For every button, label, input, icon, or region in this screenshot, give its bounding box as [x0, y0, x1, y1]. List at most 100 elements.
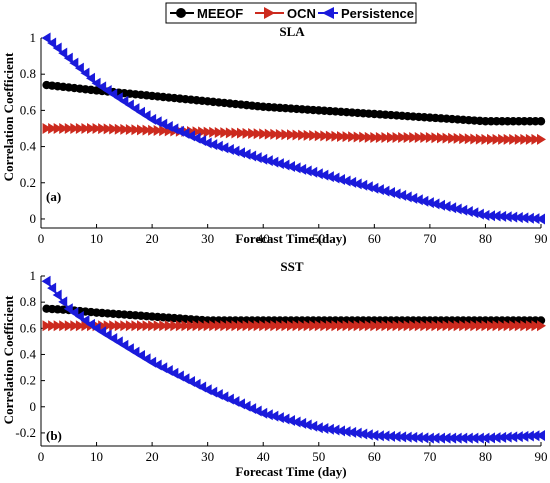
panel-b-line-persistence — [45, 280, 542, 440]
legend-persistence-label: Persistence — [341, 6, 414, 21]
panel-b-x-tick-label: 60 — [368, 449, 381, 464]
panel-a-point-persistence — [413, 194, 423, 206]
panel-a-point-persistence — [363, 181, 373, 193]
panel-a-point-ocn — [70, 122, 80, 134]
panel-a-point-ocn — [348, 131, 358, 143]
panel-a-point-ocn — [431, 132, 441, 144]
panel-b-point-persistence — [336, 425, 345, 437]
panel-b-x-tick-label: 70 — [423, 449, 436, 464]
panel-a-point-persistence — [269, 156, 279, 168]
panel-b-point-ocn — [303, 320, 313, 332]
panel-a-point-persistence — [397, 189, 407, 201]
panel-a-point-persistence — [474, 208, 484, 220]
panel-b-point-persistence — [447, 432, 457, 444]
panel-b-point-persistence — [80, 314, 90, 326]
legend-persistence-marker — [322, 7, 334, 19]
panel-a-point-persistence — [224, 143, 234, 155]
panel-b-point-persistence — [280, 413, 290, 425]
panel-a-point-persistence — [347, 176, 357, 188]
panel-b-point-persistence — [297, 417, 307, 429]
panel-b-point-ocn — [409, 320, 419, 332]
panel-a-point-ocn — [392, 132, 402, 144]
panel-a-point-persistence — [486, 210, 495, 222]
panel-a-point-ocn — [303, 129, 313, 141]
panel-b-point-ocn — [70, 320, 80, 332]
panel-b-point-ocn — [464, 320, 474, 332]
panel-a-point-ocn — [509, 133, 519, 145]
panel-b-point-persistence — [41, 275, 51, 287]
panel-a-point-persistence — [458, 204, 468, 216]
panel-a-point-ocn — [359, 131, 369, 143]
panel-a-point-persistence — [447, 202, 457, 214]
panel-a-point-ocn — [292, 129, 302, 141]
panel-a-point-persistence — [441, 200, 451, 212]
panel-a-x-tick-label: 80 — [479, 231, 492, 246]
panel-a-point-ocn — [114, 123, 124, 135]
panel-b-point-ocn — [259, 320, 269, 332]
panel-b-x-tick-label: 40 — [257, 449, 270, 464]
panel-b-point-ocn — [348, 320, 358, 332]
panel-b-point-persistence — [452, 432, 462, 444]
panel-a-point-ocn — [470, 133, 480, 145]
panel-a-point-ocn — [331, 130, 341, 142]
panel-a-point-ocn — [131, 124, 141, 136]
panel-b-point-ocn — [153, 320, 163, 332]
panel-b-point-persistence — [413, 432, 423, 444]
panel-b-point-ocn — [531, 320, 541, 332]
legend-entry-persistence: Persistence — [318, 6, 414, 21]
panel-a-point-persistence — [358, 179, 368, 191]
panel-b-point-persistence — [502, 431, 512, 443]
panel-b-point-ocn — [470, 320, 480, 332]
panel-b-point-persistence — [430, 432, 440, 444]
panel-b-point-ocn — [142, 320, 152, 332]
panel-b-point-persistence — [441, 432, 451, 444]
panel-b-point-persistence — [308, 420, 318, 432]
panel-a-point-persistence — [130, 103, 140, 115]
panel-b-y-tick-label: 0.2 — [20, 373, 36, 388]
panel-b-point-persistence — [419, 432, 429, 444]
panel-a-point-persistence — [430, 198, 440, 210]
panel-b-point-ocn — [64, 320, 74, 332]
panel-b-point-persistence — [263, 409, 273, 421]
panel-a-point-ocn — [120, 123, 130, 135]
panel-b-point-persistence — [74, 311, 84, 323]
panel-b-point-ocn — [192, 320, 202, 332]
panel-a-point-ocn — [64, 122, 74, 134]
panel-b-point-ocn — [387, 320, 396, 332]
panel-a-point-ocn — [92, 122, 102, 134]
panel-a-point-ocn — [448, 132, 458, 144]
panel-b-point-ocn — [198, 320, 208, 332]
panel-a-point-persistence — [241, 148, 251, 160]
panel-b-point-persistence — [363, 429, 373, 441]
panel-a-point-persistence — [313, 168, 323, 180]
panel-a-point-persistence — [341, 175, 351, 187]
panel-b-point-ocn — [287, 320, 296, 332]
panel-b-point-ocn — [337, 320, 346, 332]
panel-b-point-persistence — [358, 428, 368, 440]
panel-b-point-persistence — [474, 432, 484, 444]
panel-b-point-ocn — [125, 320, 135, 332]
panel-a-point-ocn — [53, 122, 63, 134]
panel-a-point-ocn — [453, 132, 463, 144]
panel-a-point-ocn — [220, 127, 230, 139]
panel-a-point-persistence — [452, 203, 462, 215]
panel-a-point-persistence — [491, 210, 501, 222]
panel-b-point-ocn — [270, 320, 280, 332]
panel-a-y-tick-label: 0.8 — [20, 66, 36, 81]
panel-a-point-persistence — [463, 206, 473, 218]
panel-b-title: SST — [280, 259, 303, 274]
panel-a-point-persistence — [386, 187, 395, 199]
panel-b-point-persistence — [313, 422, 323, 434]
panel-a-x-tick-label: 90 — [535, 231, 548, 246]
panel-a-point-ocn — [492, 133, 502, 145]
panel-b-point-persistence — [324, 423, 334, 435]
panel-a-point-persistence — [108, 88, 118, 100]
panel-a-point-persistence — [136, 106, 145, 118]
panel-b-point-persistence — [63, 303, 73, 315]
panel-b-point-ocn — [242, 320, 252, 332]
panel-a-point-persistence — [497, 210, 507, 222]
panel-b-point-ocn — [514, 320, 524, 332]
panel-a-point-ocn — [342, 131, 352, 143]
panel-b-point-ocn — [353, 320, 363, 332]
